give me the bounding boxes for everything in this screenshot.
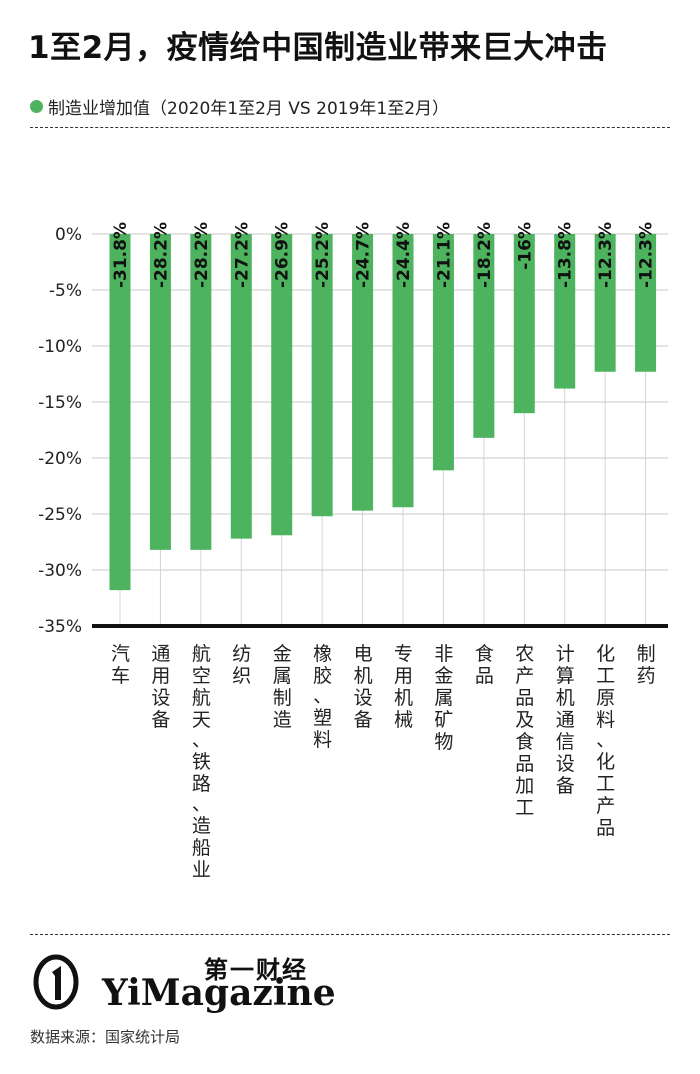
y-tick-label: -10% — [38, 337, 82, 357]
bar-chart: 0% -5% -10% -15% -20% -25% -30% -35% -31.8% 汽车 -28… — [38, 222, 668, 881]
bar — [271, 234, 293, 536]
y-tick-label: 0% — [55, 225, 82, 245]
value-label: -25.2% — [313, 222, 333, 288]
category-label: 通用设备 — [151, 643, 170, 731]
logo-chinese-text: 第一财经 — [204, 956, 308, 984]
category-label: 计算机通信设备 — [556, 643, 575, 797]
bar — [190, 234, 212, 550]
category-label: 汽车 — [111, 643, 130, 687]
category-label: 化工原料、化工产品 — [596, 643, 615, 839]
bar — [392, 234, 414, 508]
bar — [594, 234, 616, 372]
y-tick-label: -15% — [38, 393, 82, 413]
y-tick-label: -30% — [38, 561, 82, 581]
bar — [149, 234, 171, 550]
category-label: 纺织 — [232, 643, 251, 687]
bar — [554, 234, 576, 389]
value-label: -28.2% — [151, 222, 171, 288]
logo-english-text: YiMagazine — [102, 972, 336, 1014]
y-tick-label: -35% — [38, 617, 82, 637]
category-label: 专用机械 — [394, 643, 413, 731]
legend-swatch — [30, 100, 43, 113]
category-label: 航空航天、铁路、造船业 — [192, 643, 211, 881]
data-source: 数据来源：国家统计局 — [30, 1028, 181, 1046]
category-label: 电机设备 — [354, 643, 373, 731]
legend: 制造业增加值（2020年1至2月 VS 2019年1至2月） — [30, 94, 449, 119]
category-label: 金属制造 — [273, 643, 292, 731]
yimagazine-logo: 第一财经 YiMagazine — [28, 950, 358, 1016]
value-label: -16% — [515, 222, 535, 270]
value-label: -24.4% — [394, 222, 414, 288]
category-label: 非金属矿物 — [434, 643, 453, 753]
y-tick-label: -5% — [49, 281, 82, 301]
bottom-divider — [30, 934, 670, 935]
bar — [230, 234, 252, 539]
bar — [311, 234, 333, 517]
bar — [109, 234, 131, 591]
value-label: -24.7% — [354, 222, 374, 288]
bar — [473, 234, 495, 438]
category-label: 农产品及食品加工 — [515, 643, 534, 819]
legend-label: 制造业增加值（2020年1至2月 VS 2019年1至2月） — [48, 99, 450, 119]
value-label: -21.1% — [434, 222, 454, 288]
bar — [432, 234, 454, 471]
value-label: -26.9% — [273, 222, 293, 288]
value-label: -12.3% — [637, 222, 657, 288]
chart-title: 1至2月，疫情给中国制造业带来巨大冲击 — [28, 30, 608, 66]
value-label: -28.2% — [192, 222, 212, 288]
y-tick-label: -25% — [38, 505, 82, 525]
top-divider — [30, 127, 670, 128]
yimagazine-logo-mark-icon — [33, 954, 79, 1010]
bar — [635, 234, 657, 372]
value-label: -18.2% — [475, 222, 495, 288]
category-label: 食品 — [475, 643, 494, 687]
category-label: 橡胶、塑料 — [313, 643, 332, 751]
value-label: -12.3% — [596, 222, 616, 288]
value-label: -31.8% — [111, 222, 131, 288]
category-label: 制药 — [637, 643, 656, 687]
bar — [352, 234, 374, 511]
y-tick-label: -20% — [38, 449, 82, 469]
bar — [513, 234, 535, 414]
value-label: -13.8% — [556, 222, 576, 288]
value-label: -27.2% — [232, 222, 252, 288]
